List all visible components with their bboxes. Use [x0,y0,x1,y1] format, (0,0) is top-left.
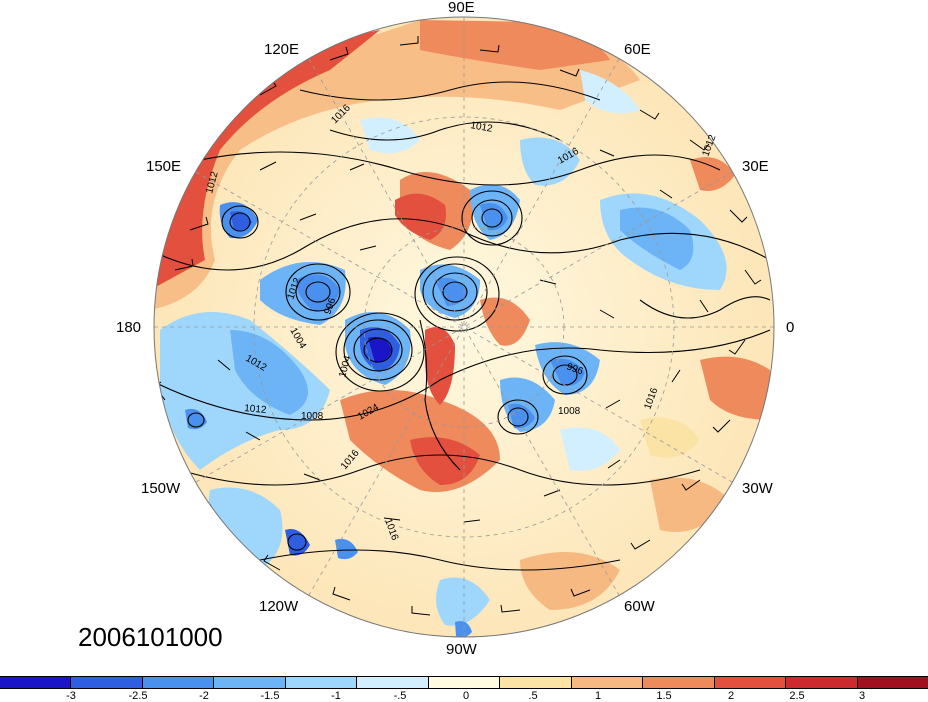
colorbar-tick-label: -2 [199,690,209,702]
contour-label: 1012 [244,403,268,416]
date-stamp: 2006101000 [78,622,223,652]
lon-label-60w: 60W [624,598,655,615]
colorbar-swatch [786,677,858,688]
colorbar-tick-label: 1 [594,690,602,702]
lon-label-120e: 120E [264,41,300,58]
lon-label-150w: 150W [141,480,181,497]
colorbar-tick-label: 2 [727,690,735,702]
colorbar-tick-label: 1.5 [656,690,672,702]
colorbar-swatch [214,677,286,688]
colorbar-swatch [571,677,644,688]
lon-label-30w: 30W [742,480,773,497]
colorbar-swatch [643,677,715,688]
anomaly-shading [154,17,774,637]
colorbar-swatch [285,677,358,688]
colorbar-tick-label: -3 [66,690,76,702]
contour-label: 1008 [558,406,581,417]
lon-label-180: 180 [116,319,142,336]
lon-label-90w: 90W [446,641,477,658]
contour-label: 1008 [301,411,324,422]
map-disc [154,17,774,637]
colorbar-swatch [500,677,572,688]
colorbar-swatch [71,677,143,688]
colorbar-tick-label: 0 [462,690,470,702]
lon-label-120w: 120W [259,598,299,615]
colorbar-tick-label: 3 [858,690,866,702]
colorbar-swatch [142,677,215,688]
colorbar-tick-label: .5 [528,690,538,702]
polar-map: 1012 1016 1012 1016 1012 1012 1004 996 1… [153,16,775,638]
lon-label-90e: 90E [448,0,475,16]
colorbar-tick-label: -.5 [393,690,407,702]
contour-label: 1012 [469,120,493,135]
lon-label-60e: 60E [624,41,651,58]
colorbar [0,676,928,689]
colorbar-tick-label: 2.5 [789,690,805,702]
colorbar-swatch [0,677,72,688]
colorbar-tick-label: -2.5 [128,690,148,702]
lon-label-150e: 150E [146,158,182,175]
lon-label-0: 0 [786,319,795,336]
colorbar-swatch [357,677,429,688]
lon-label-30e: 30E [742,158,769,175]
colorbar-swatch [428,677,501,688]
colorbar-swatch [714,677,787,688]
colorbar-tick-label: -1.5 [260,690,280,702]
colorbar-swatch [857,677,928,688]
colorbar-tick-label: -1 [331,690,341,702]
